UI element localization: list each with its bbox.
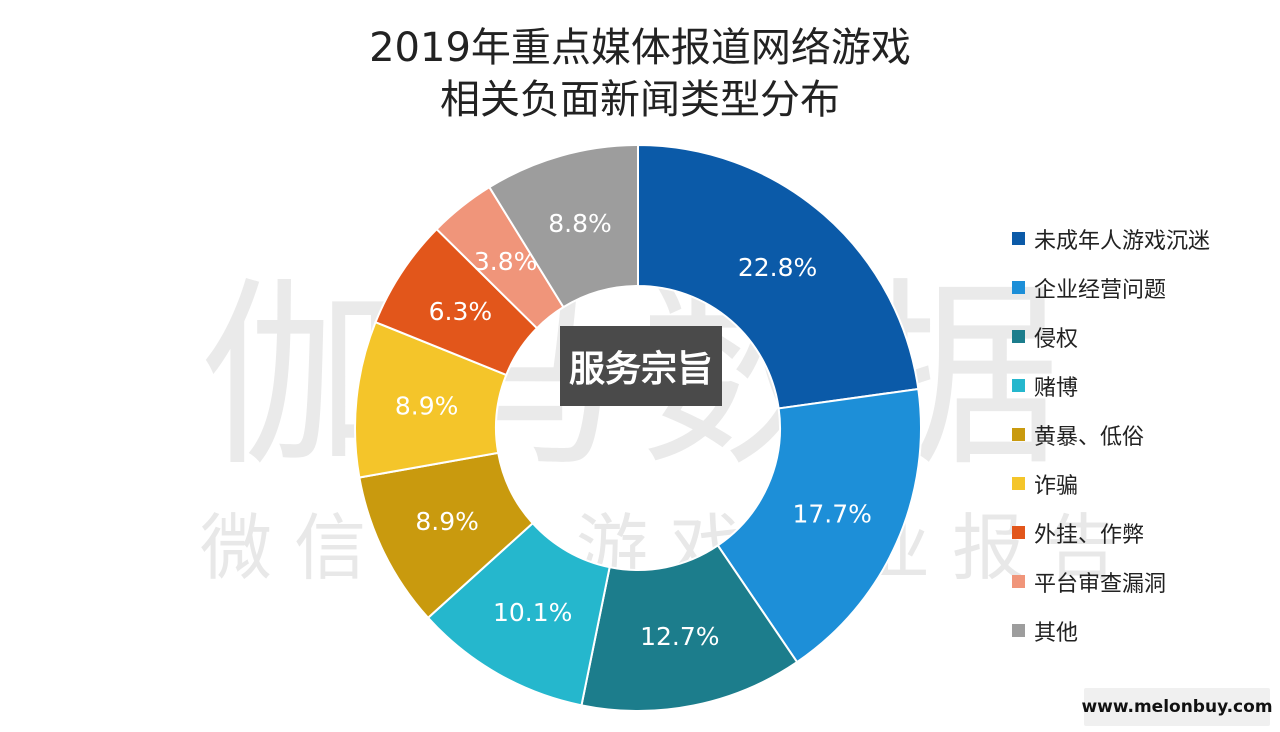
legend-item: 外挂、作弊: [1012, 508, 1272, 557]
donut-slice: [487, 143, 639, 309]
legend-item: 企业经营问题: [1012, 263, 1272, 312]
chart-title-line1: 2019年重点媒体报道网络游戏: [369, 25, 911, 71]
legend-label: 未成年人游戏沉迷: [1034, 228, 1211, 254]
slice-data-label: 3.8%: [474, 247, 538, 276]
legend-label: 企业经营问题: [1034, 277, 1167, 303]
legend-label: 其他: [1034, 620, 1079, 646]
slice-data-label: 8.9%: [395, 392, 459, 421]
legend-item: 诈骗: [1012, 459, 1272, 508]
legend-item: 平台审查漏洞: [1012, 557, 1272, 606]
legend-label: 黄暴、低俗: [1034, 424, 1145, 450]
legend-swatch: [1012, 624, 1025, 637]
slice-data-label: 12.7%: [640, 622, 719, 651]
legend-item: 未成年人游戏沉迷: [1012, 214, 1272, 263]
legend-swatch: [1012, 526, 1025, 539]
legend-swatch: [1012, 379, 1025, 392]
slice-data-label: 10.1%: [493, 598, 572, 627]
legend-label: 赌博: [1034, 375, 1079, 401]
chart-legend: 未成年人游戏沉迷 企业经营问题 侵权赌博黄暴、低俗诈骗外挂、作弊平台审查漏洞 其他: [1012, 214, 1272, 655]
slice-data-label: 17.7%: [793, 500, 872, 529]
donut-slice: [637, 143, 920, 410]
chart-title: 2019年重点媒体报道网络游戏 相关负面新闻类型分布: [240, 22, 1040, 126]
legend-swatch: [1012, 428, 1025, 441]
legend-swatch: [1012, 575, 1025, 588]
legend-label: 平台审查漏洞: [1034, 571, 1167, 597]
legend-label: 侵权: [1034, 326, 1079, 352]
legend-label: 外挂、作弊: [1034, 522, 1145, 548]
donut-slice: [716, 387, 922, 664]
legend-item: 其他: [1012, 606, 1272, 655]
slice-data-label: 22.8%: [738, 253, 817, 282]
legend-swatch: [1012, 281, 1025, 294]
legend-item: 赌博: [1012, 361, 1272, 410]
chart-title-line2: 相关负面新闻类型分布: [440, 77, 840, 123]
legend-label: 诈骗: [1034, 473, 1079, 499]
legend-item: 黄暴、低俗: [1012, 410, 1272, 459]
donut-slice: [580, 544, 799, 712]
stamp-label: 服务宗旨: [560, 326, 722, 406]
slice-data-label: 6.3%: [429, 297, 493, 326]
legend-swatch: [1012, 330, 1025, 343]
slice-data-label: 8.8%: [548, 209, 612, 238]
legend-item: 侵权: [1012, 312, 1272, 361]
legend-swatch: [1012, 232, 1025, 245]
slice-data-label: 8.9%: [415, 507, 479, 536]
legend-swatch: [1012, 477, 1025, 490]
site-url-badge: www.melonbuy.com: [1081, 688, 1273, 726]
